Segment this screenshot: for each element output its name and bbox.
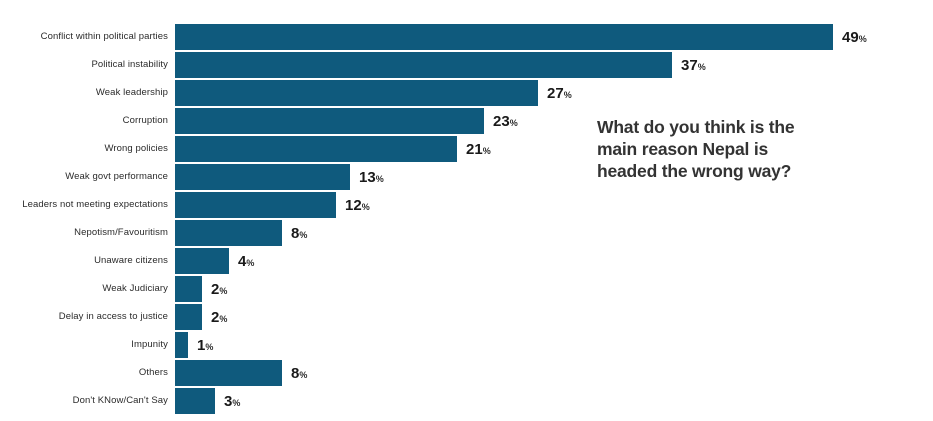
bar xyxy=(175,80,538,106)
chart-row: Nepotism/Favouritism 8% xyxy=(0,220,933,246)
category-label: Nepotism/Favouritism xyxy=(74,227,168,239)
value-label: 3% xyxy=(224,394,240,409)
value-label: 23% xyxy=(493,114,518,129)
value-label: 12% xyxy=(345,198,370,213)
question-line-3: headed the wrong way? xyxy=(597,161,792,181)
percent-sign: % xyxy=(219,313,228,324)
chart-row: Don't KNow/Can't Say 3% xyxy=(0,388,933,414)
chart-row: Weak govt performance 13% xyxy=(0,164,933,190)
value-number: 37 xyxy=(681,56,698,74)
value-label: 2% xyxy=(211,310,227,325)
percent-sign: % xyxy=(375,173,384,184)
category-label: Don't KNow/Can't Say xyxy=(72,395,168,407)
value-number: 8 xyxy=(291,224,300,242)
value-label: 13% xyxy=(359,170,384,185)
bar xyxy=(175,220,282,246)
value-label: 4% xyxy=(238,254,254,269)
category-label: Weak Judiciary xyxy=(102,283,168,295)
value-number: 23 xyxy=(493,112,510,130)
bar xyxy=(175,192,336,218)
chart-row: Political instability 37% xyxy=(0,52,933,78)
bar xyxy=(175,24,833,50)
category-label: Conflict within political parties xyxy=(40,31,168,43)
bar xyxy=(175,52,672,78)
value-number: 2 xyxy=(211,308,220,326)
chart-row: Delay in access to justice 2% xyxy=(0,304,933,330)
chart-row: Weak Judiciary 2% xyxy=(0,276,933,302)
value-label: 37% xyxy=(681,58,706,73)
bar xyxy=(175,248,229,274)
percent-sign: % xyxy=(697,61,706,72)
chart-row: Others 8% xyxy=(0,360,933,386)
value-label: 21% xyxy=(466,142,491,157)
percent-sign: % xyxy=(858,33,867,44)
bar xyxy=(175,388,215,414)
percent-sign: % xyxy=(361,201,370,212)
question-line-1: What do you think is the xyxy=(597,117,795,137)
value-label: 8% xyxy=(291,366,307,381)
value-label: 2% xyxy=(211,282,227,297)
percent-sign: % xyxy=(299,369,308,380)
chart-row: Conflict within political parties 49% xyxy=(0,24,933,50)
chart-row: Weak leadership 27% xyxy=(0,80,933,106)
percent-sign: % xyxy=(509,117,518,128)
bar xyxy=(175,164,350,190)
category-label: Leaders not meeting expectations xyxy=(22,199,168,211)
value-number: 21 xyxy=(466,140,483,158)
category-label: Political instability xyxy=(91,59,168,71)
value-number: 8 xyxy=(291,364,300,382)
bar xyxy=(175,276,202,302)
value-number: 1 xyxy=(197,336,206,354)
value-number: 49 xyxy=(842,28,859,46)
category-label: Weak govt performance xyxy=(65,171,168,183)
percent-sign: % xyxy=(246,257,255,268)
category-label: Corruption xyxy=(122,115,168,127)
percent-sign: % xyxy=(232,397,241,408)
question-line-2: main reason Nepal is xyxy=(597,139,769,159)
value-number: 13 xyxy=(359,168,376,186)
chart-row: Unaware citizens 4% xyxy=(0,248,933,274)
bar xyxy=(175,304,202,330)
bar xyxy=(175,332,188,358)
value-label: 27% xyxy=(547,86,572,101)
percent-sign: % xyxy=(563,89,572,100)
percent-sign: % xyxy=(205,341,214,352)
chart-row: Leaders not meeting expectations 12% xyxy=(0,192,933,218)
chart-row: Wrong policies 21% xyxy=(0,136,933,162)
value-number: 2 xyxy=(211,280,220,298)
bar xyxy=(175,136,457,162)
value-number: 12 xyxy=(345,196,362,214)
category-label: Unaware citizens xyxy=(94,255,168,267)
chart-row: Corruption 23% xyxy=(0,108,933,134)
value-number: 3 xyxy=(224,392,233,410)
bar xyxy=(175,360,282,386)
percent-sign: % xyxy=(299,229,308,240)
category-label: Delay in access to justice xyxy=(58,311,168,323)
category-label: Others xyxy=(138,367,168,379)
category-label: Wrong policies xyxy=(104,143,168,155)
bar xyxy=(175,108,484,134)
chart-question-text: What do you think is the main reason Nep… xyxy=(597,116,812,182)
value-label: 49% xyxy=(842,30,867,45)
percent-sign: % xyxy=(482,145,491,156)
percent-sign: % xyxy=(219,285,228,296)
category-label: Impunity xyxy=(131,339,168,351)
category-label: Weak leadership xyxy=(95,87,168,99)
bar-chart: Conflict within political parties 49% Poli… xyxy=(0,24,933,416)
chart-row: Impunity 1% xyxy=(0,332,933,358)
value-number: 27 xyxy=(547,84,564,102)
value-label: 1% xyxy=(197,338,213,353)
value-number: 4 xyxy=(238,252,247,270)
value-label: 8% xyxy=(291,226,307,241)
